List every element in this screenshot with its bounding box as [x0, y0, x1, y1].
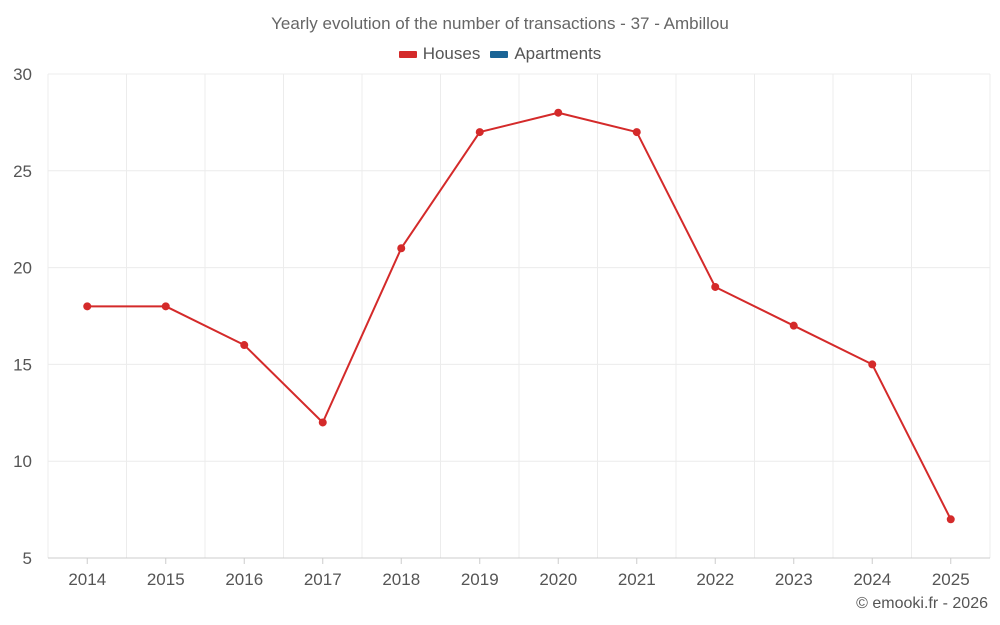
x-tick-label: 2017 [304, 570, 342, 589]
x-tick-label: 2016 [225, 570, 263, 589]
chart-title: Yearly evolution of the number of transa… [271, 14, 729, 33]
data-point-houses[interactable] [475, 128, 484, 137]
data-point-houses[interactable] [318, 418, 327, 427]
y-tick-label: 15 [13, 355, 32, 374]
data-point-houses[interactable] [946, 515, 955, 524]
data-point-houses[interactable] [632, 128, 641, 137]
data-point-houses[interactable] [789, 321, 798, 330]
x-axis: 2014 2015 2016 2017 2018 2019 2020 2021 2022 2023… [48, 557, 990, 589]
data-point-houses[interactable] [240, 341, 249, 350]
legend-label-apartments: Apartments [514, 44, 602, 63]
legend-label-houses: Houses [422, 44, 481, 63]
data-point-houses[interactable] [397, 244, 406, 253]
data-point-houses[interactable] [711, 282, 720, 291]
data-point-houses[interactable] [554, 108, 563, 117]
y-tick-label: 25 [13, 162, 32, 181]
x-tick-label: 2023 [775, 570, 813, 589]
legend-item-houses[interactable]: Houses [398, 44, 481, 64]
x-tick-label: 2021 [618, 570, 656, 589]
data-point-houses[interactable] [161, 302, 170, 311]
x-tick-label: 2020 [539, 570, 577, 589]
y-tick-label: 30 [13, 65, 32, 84]
series-line-houses [87, 111, 952, 520]
data-point-houses[interactable] [83, 302, 92, 311]
x-tick-label: 2014 [68, 570, 106, 589]
x-tick-label: 2015 [147, 570, 185, 589]
grid [47, 73, 991, 558]
x-tick-label: 2025 [932, 570, 970, 589]
y-axis: 5 10 15 20 25 30 [13, 65, 32, 568]
x-tick-label: 2022 [696, 570, 734, 589]
credit-text: © emooki.fr - 2026 [856, 595, 988, 612]
chart-legend: Houses Apartments [0, 44, 1000, 64]
legend-item-apartments[interactable]: Apartments [490, 44, 601, 64]
data-point-houses[interactable] [868, 360, 877, 369]
x-tick-label: 2018 [382, 570, 420, 589]
y-tick-label: 10 [13, 452, 32, 471]
legend-swatch-apartments [490, 50, 509, 58]
x-tick-label: 2019 [461, 570, 499, 589]
legend-swatch-houses [398, 50, 417, 58]
series-layer [83, 108, 955, 524]
y-tick-label: 5 [23, 549, 32, 568]
y-tick-label: 20 [13, 259, 32, 278]
x-tick-label: 2024 [853, 570, 891, 589]
